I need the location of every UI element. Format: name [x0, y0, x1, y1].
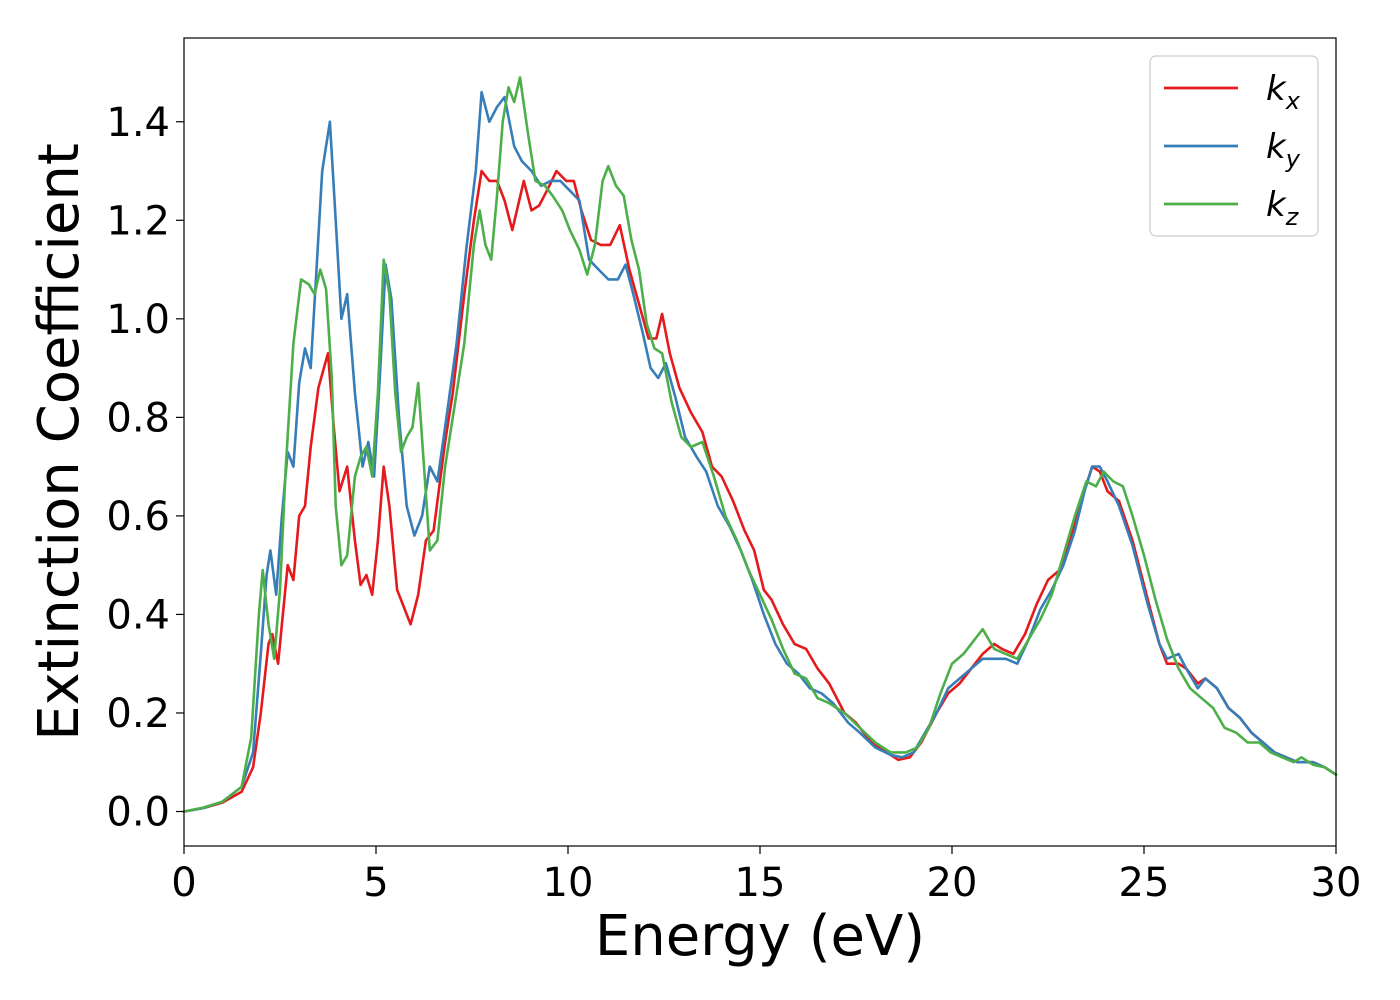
series-layer	[182, 76, 1338, 813]
legend-label-kz: kz	[1266, 185, 1300, 231]
x-tick-label: 0	[171, 860, 196, 906]
series-line-ky	[182, 90, 1338, 813]
x-tick-label: 25	[1119, 860, 1170, 906]
legend-label-base: k	[1266, 185, 1287, 225]
y-tick-label: 1.4	[106, 100, 170, 146]
legend-label-subscript: z	[1285, 203, 1300, 231]
legend-label-kx: kx	[1266, 69, 1301, 115]
x-tick-label: 20	[927, 860, 978, 906]
series-line-kz	[182, 76, 1338, 813]
legend-label-subscript: x	[1285, 87, 1301, 115]
y-tick-label: 1.0	[106, 297, 170, 343]
legend-label-base: k	[1266, 69, 1287, 109]
x-axis-title: Energy (eV)	[595, 904, 925, 969]
plot-frame	[183, 37, 1337, 847]
legend-label-ky: ky	[1266, 127, 1301, 173]
y-tick-label: 0.8	[106, 395, 170, 441]
y-tick-label: 0.6	[106, 494, 170, 540]
x-axis-ticks: 0 5 10 15 20 25 30	[171, 846, 1361, 906]
legend-label-subscript: y	[1285, 145, 1301, 173]
y-tick-label: 0.4	[106, 592, 170, 638]
y-tick-label: 0.0	[106, 790, 170, 836]
y-tick-label: 0.2	[106, 691, 170, 737]
x-tick-label: 30	[1311, 860, 1362, 906]
y-tick-label: 1.2	[106, 198, 170, 244]
x-tick-label: 15	[735, 860, 786, 906]
y-axis-title: Extinction Coefficient	[27, 143, 92, 741]
x-tick-label: 5	[363, 860, 388, 906]
legend-label-base: k	[1266, 127, 1287, 167]
x-tick-label: 10	[543, 860, 594, 906]
y-axis-ticks: 0.0 0.2 0.4 0.6 0.8 1.0 1.2 1.4	[106, 100, 184, 836]
